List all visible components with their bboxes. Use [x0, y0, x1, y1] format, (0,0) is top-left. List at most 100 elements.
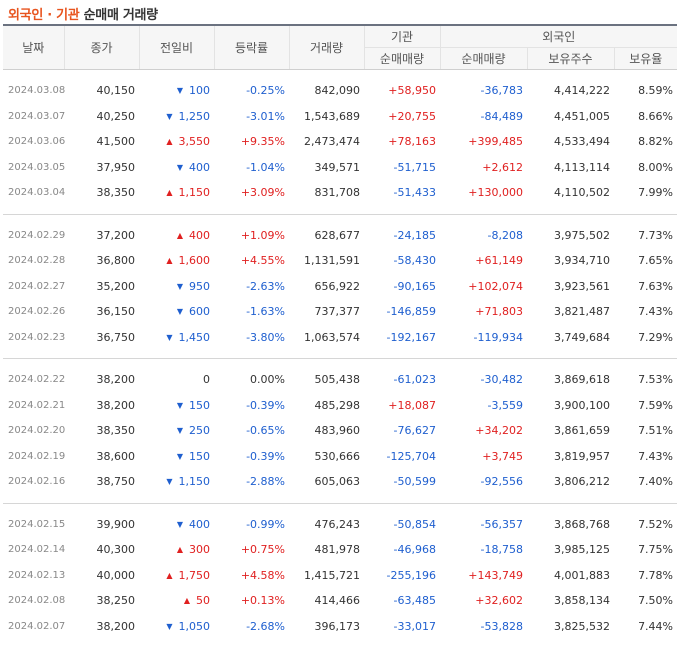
date-cell: 2024.02.19: [3, 444, 64, 470]
close-cell: 40,000: [64, 563, 139, 589]
change-value: 0: [203, 373, 210, 386]
change-cell: ▼1,050: [139, 614, 214, 640]
rate-cell: -0.39%: [214, 393, 289, 419]
header-inst-net: 순매매량: [364, 48, 440, 70]
change-value: 150: [189, 399, 210, 412]
close-cell: 38,200: [64, 367, 139, 393]
change-cell: ▲1,150: [139, 180, 214, 206]
change-value: 950: [189, 280, 210, 293]
section-title: 외국인 · 기관 순매매 거래량: [8, 4, 158, 23]
change-cell: ▲ 50: [139, 588, 214, 614]
change-cell: ▼ 250: [139, 418, 214, 444]
down-triangle-icon: ▼: [177, 426, 183, 435]
volume-cell: 414,466: [289, 588, 364, 614]
foreign-net-cell: -84,489: [440, 104, 527, 130]
inst-net-cell: -58,430: [364, 248, 440, 274]
rate-cell: +0.75%: [214, 537, 289, 563]
foreign-net-cell: -92,556: [440, 469, 527, 495]
change-value: 50: [196, 594, 210, 607]
header-change: 전일비: [139, 25, 214, 70]
foreign-net-cell: -36,783: [440, 78, 527, 104]
date-cell: 2024.03.08: [3, 78, 64, 104]
volume-cell: 628,677: [289, 223, 364, 249]
rate-cell: +3.09%: [214, 180, 289, 206]
rate-cell: -0.99%: [214, 512, 289, 538]
holdings-cell: 4,113,114: [527, 155, 614, 181]
inst-net-cell: -63,485: [364, 588, 440, 614]
volume-cell: 481,978: [289, 537, 364, 563]
change-value: 3,550: [179, 135, 211, 148]
change-cell: ▲ 1,750: [139, 563, 214, 589]
foreign-net-cell: -119,934: [440, 325, 527, 351]
holdings-cell: 3,749,684: [527, 325, 614, 351]
volume-cell: 505,438: [289, 367, 364, 393]
header-date: 날짜: [3, 25, 64, 70]
change-value: 1,600: [179, 254, 211, 267]
inst-net-cell: -192,167: [364, 325, 440, 351]
inst-net-cell: -255,196: [364, 563, 440, 589]
date-cell: 2024.02.23: [3, 325, 64, 351]
ratio-cell: 8.82%: [614, 129, 677, 155]
rate-cell: -0.65%: [214, 418, 289, 444]
change-value: 300: [189, 543, 210, 556]
date-cell: 2024.02.13: [3, 563, 64, 589]
inst-net-cell: -146,859: [364, 299, 440, 325]
down-triangle-icon: ▼: [177, 163, 183, 172]
rate-cell: -0.25%: [214, 78, 289, 104]
down-triangle-icon: ▼: [177, 452, 183, 461]
change-cell: ▲3,550: [139, 129, 214, 155]
holdings-cell: 4,110,502: [527, 180, 614, 206]
inst-net-cell: -90,165: [364, 274, 440, 300]
foreign-net-cell: +3,745: [440, 444, 527, 470]
close-cell: 37,200: [64, 223, 139, 249]
inst-net-cell: -24,185: [364, 223, 440, 249]
rate-cell: +0.13%: [214, 588, 289, 614]
up-triangle-icon: ▲: [166, 571, 172, 580]
volume-cell: 1,131,591: [289, 248, 364, 274]
close-cell: 40,300: [64, 537, 139, 563]
change-value: 1,050: [179, 620, 211, 633]
down-triangle-icon: ▼: [166, 477, 172, 486]
holdings-cell: 3,934,710: [527, 248, 614, 274]
change-value: 400: [189, 161, 210, 174]
holdings-cell: 4,414,222: [527, 78, 614, 104]
change-cell: ▲400: [139, 223, 214, 249]
header-foreign: 외국인: [440, 25, 677, 48]
ratio-cell: 7.63%: [614, 274, 677, 300]
volume-cell: 396,173: [289, 614, 364, 640]
down-triangle-icon: ▼: [177, 401, 183, 410]
holdings-cell: 3,869,618: [527, 367, 614, 393]
volume-cell: 656,922: [289, 274, 364, 300]
header-institution: 기관: [364, 25, 440, 48]
holdings-cell: 4,001,883: [527, 563, 614, 589]
change-cell: ▼150: [139, 444, 214, 470]
foreign-net-cell: +130,000: [440, 180, 527, 206]
change-value: 100: [189, 84, 210, 97]
rate-cell: +4.58%: [214, 563, 289, 589]
change-value: 250: [189, 424, 210, 437]
date-cell: 2024.02.22: [3, 367, 64, 393]
change-value: 400: [189, 518, 210, 531]
date-cell: 2024.03.05: [3, 155, 64, 181]
change-cell: ▼100: [139, 78, 214, 104]
ratio-cell: 7.59%: [614, 393, 677, 419]
volume-cell: 1,063,574: [289, 325, 364, 351]
up-triangle-icon: ▲: [166, 188, 172, 197]
up-triangle-icon: ▲: [184, 596, 190, 605]
change-cell: 0: [139, 367, 214, 393]
change-value: 1,750: [179, 569, 211, 582]
down-triangle-icon: ▼: [177, 307, 183, 316]
down-triangle-icon: ▼: [166, 333, 172, 342]
rate-cell: -3.01%: [214, 104, 289, 130]
